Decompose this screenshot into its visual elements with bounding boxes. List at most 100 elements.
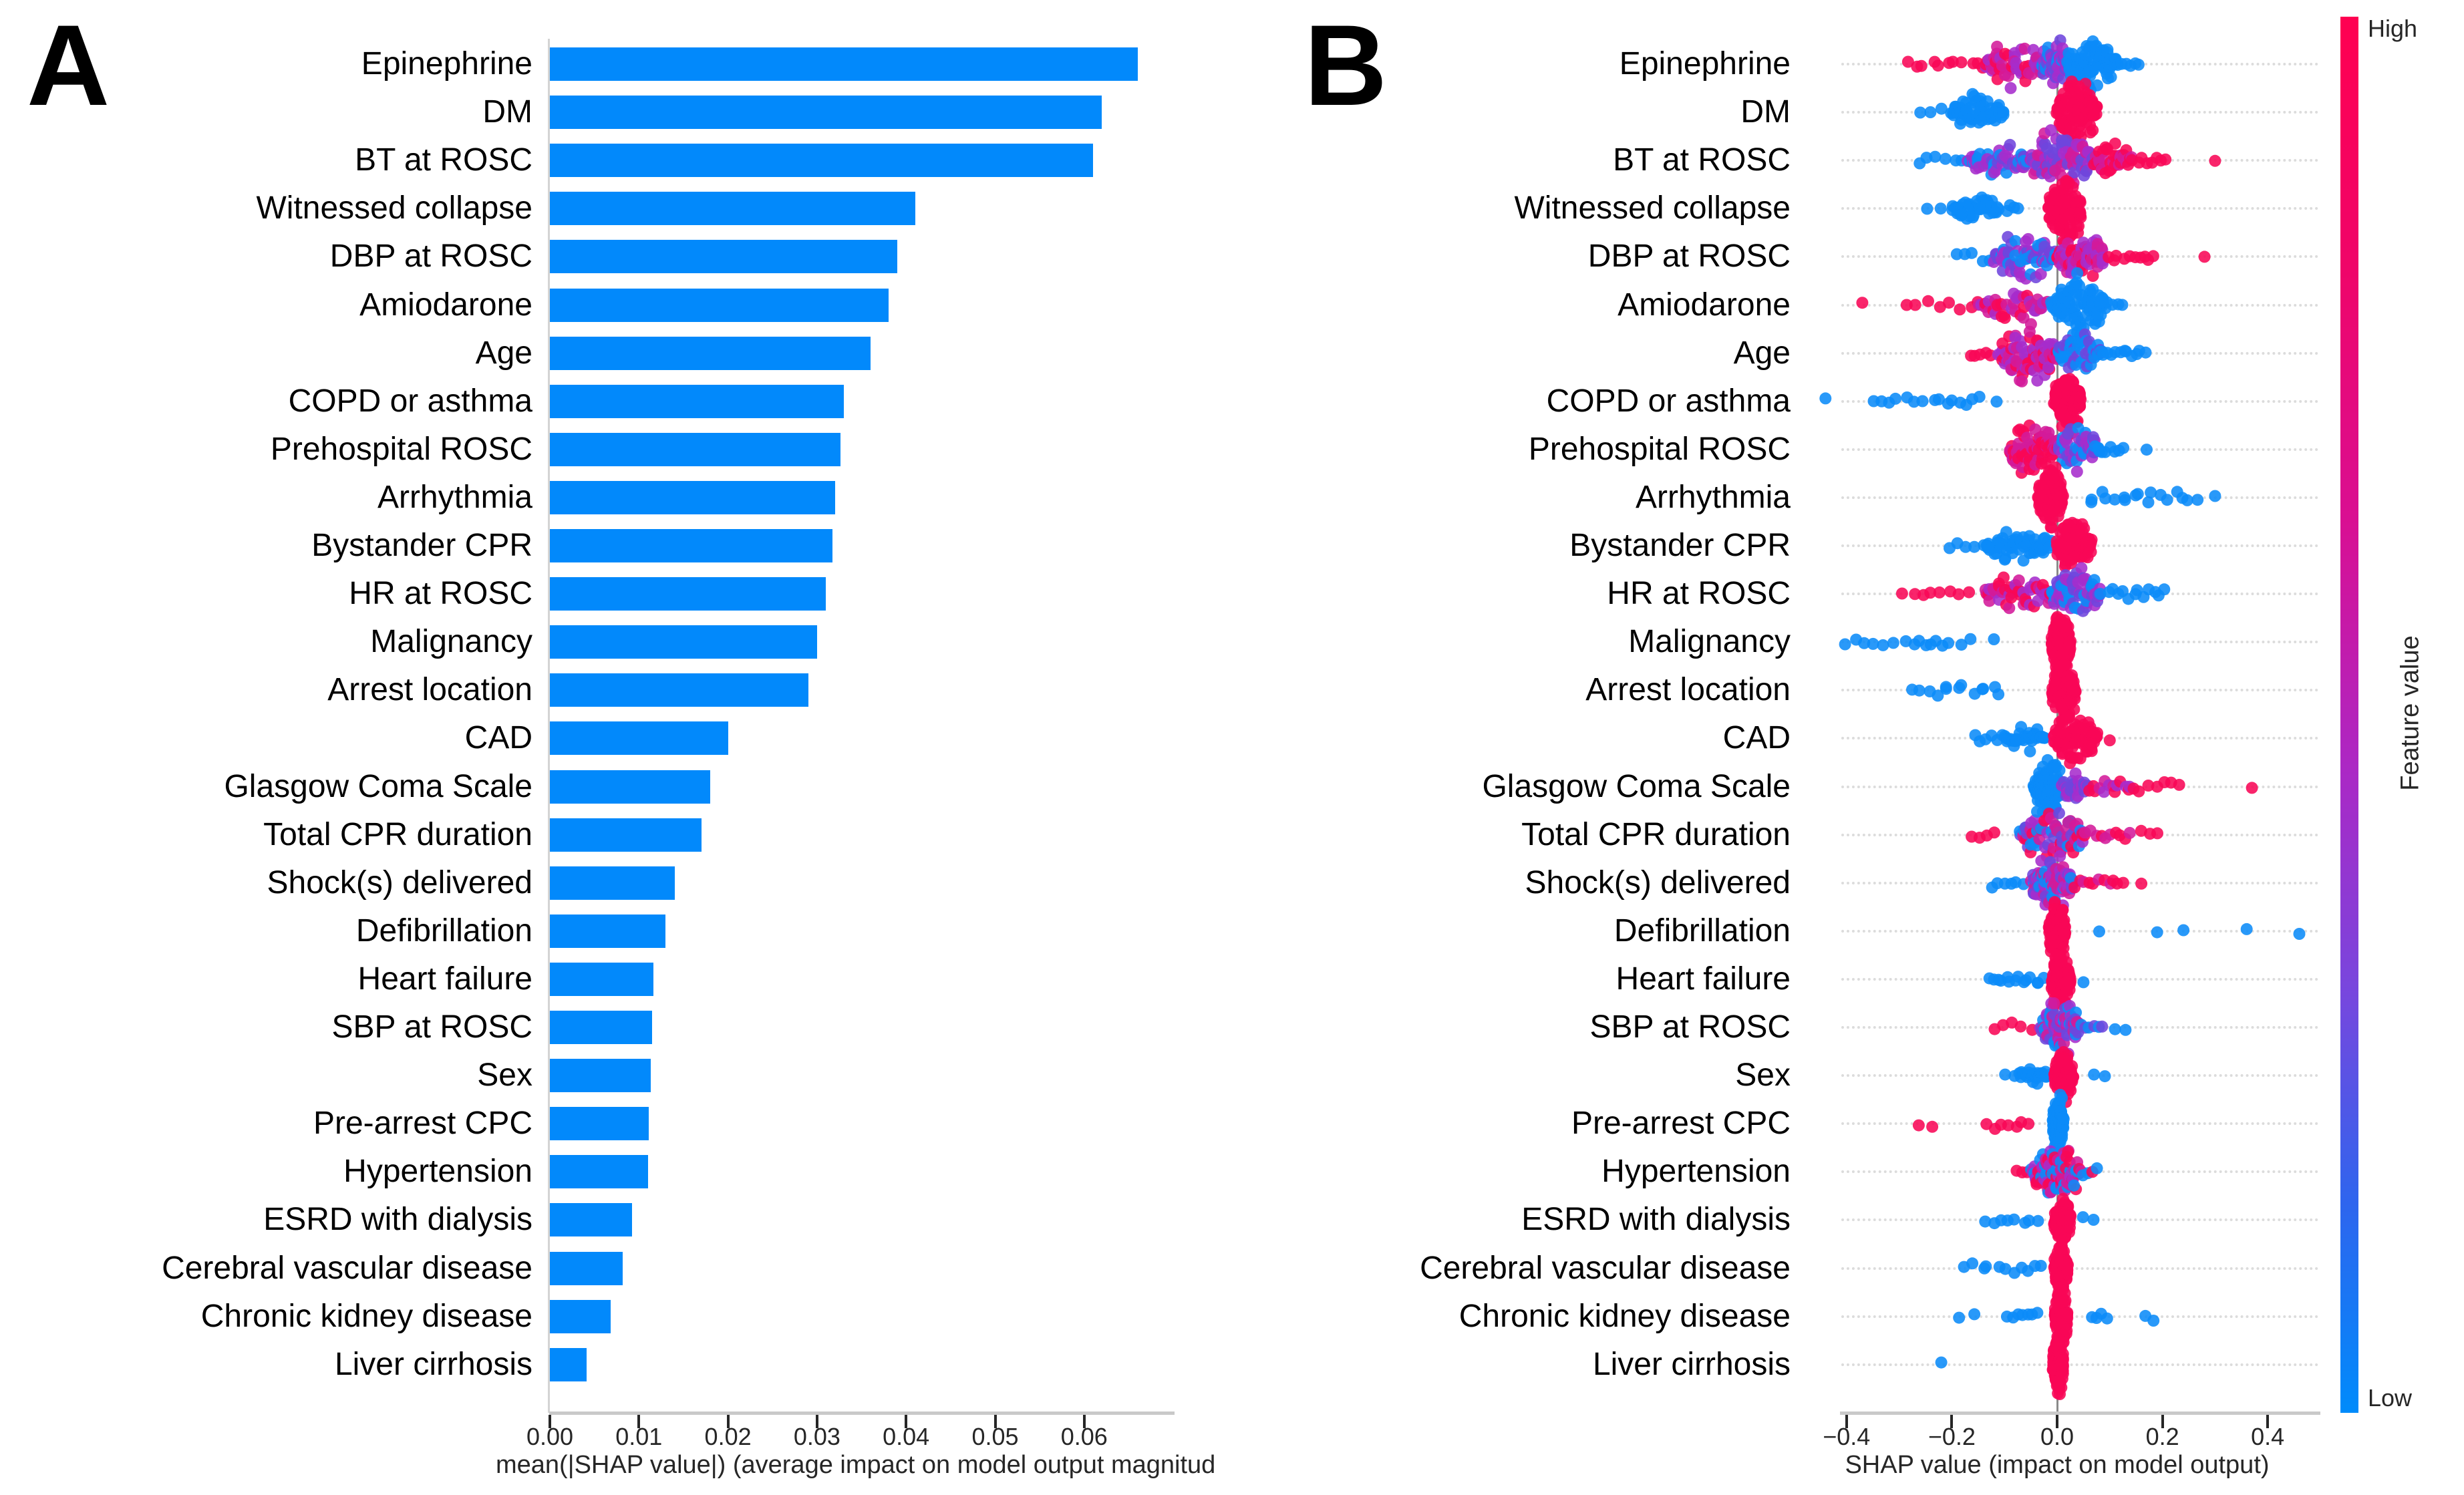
- panel-b-axis-title: SHAP value (impact on model output): [1845, 1451, 2270, 1479]
- a-feature-label: BT at ROSC: [355, 142, 532, 178]
- a-feature-label: DBP at ROSC: [329, 238, 532, 275]
- a-feature-label: Chronic kidney disease: [200, 1298, 532, 1334]
- b-tick-mark: [2056, 1415, 2058, 1428]
- a-feature-label: Cerebral vascular disease: [162, 1250, 532, 1286]
- shap-dot: [1996, 59, 2008, 71]
- a-tick-label: 0.02: [704, 1423, 752, 1450]
- shap-dot: [2147, 1315, 2160, 1327]
- shap-dot: [2087, 431, 2099, 444]
- shap-dot: [2109, 1023, 2121, 1035]
- b-row-gridline: [1841, 641, 2318, 644]
- b-tick-label: 0.4: [2251, 1423, 2285, 1450]
- shap-dot: [2060, 659, 2073, 672]
- shap-dot: [2093, 925, 2105, 938]
- shap-dot: [2004, 138, 2016, 151]
- shap-dot: [1921, 202, 1934, 215]
- shap-dot: [2151, 827, 2163, 840]
- bar: [550, 721, 728, 756]
- shap-dot: [2012, 202, 2024, 214]
- b-feature-label: CAD: [1722, 720, 1791, 756]
- a-tick-label: 0.00: [526, 1423, 574, 1450]
- b-row-gridline: [1841, 496, 2318, 499]
- bar: [550, 240, 897, 274]
- shap-dot: [2056, 1092, 2068, 1104]
- shap-dot: [2095, 242, 2108, 255]
- b-tick-label: 0.2: [2145, 1423, 2179, 1450]
- shap-dot: [1942, 637, 1955, 649]
- b-tick-label: −0.4: [1823, 1423, 1871, 1450]
- shap-dot: [1909, 299, 1921, 311]
- b-feature-label: Epinephrine: [1619, 46, 1791, 81]
- shap-dot: [1980, 1260, 1992, 1273]
- shap-dot: [1997, 571, 2010, 584]
- colorbar-axis-label: Feature value: [2396, 635, 2425, 791]
- shap-dot: [2068, 1179, 2081, 1192]
- b-tick-label: 0.0: [2040, 1423, 2074, 1450]
- shap-dot: [1954, 303, 1966, 316]
- shap-dot: [2068, 703, 2081, 715]
- shap-dot: [1988, 826, 2000, 839]
- b-row-gridline: [1841, 1363, 2318, 1366]
- shap-dot: [1839, 638, 1851, 651]
- a-tick-mark: [1082, 1415, 1086, 1428]
- bar: [550, 288, 889, 322]
- shap-dot: [2062, 1146, 2074, 1158]
- shap-dot: [1895, 587, 1908, 600]
- shap-dot: [2016, 375, 2028, 387]
- shap-dot: [2059, 1295, 2072, 1307]
- bar: [550, 192, 915, 226]
- shap-dot: [2099, 492, 2112, 505]
- a-tick-label: 0.03: [793, 1423, 840, 1450]
- shap-dot: [2091, 727, 2104, 739]
- shap-dot: [1933, 393, 1945, 405]
- a-feature-label: Prehospital ROSC: [270, 431, 532, 467]
- shap-dot: [2062, 621, 2074, 633]
- shap-dot: [2075, 562, 2088, 574]
- bar: [550, 47, 1138, 81]
- shap-dot: [1968, 540, 1981, 553]
- b-feature-label: BT at ROSC: [1613, 142, 1791, 178]
- a-tick-mark: [905, 1415, 908, 1428]
- b-feature-label: Prehospital ROSC: [1528, 431, 1791, 467]
- shap-dot: [2008, 1213, 2020, 1226]
- b-feature-label: Cerebral vascular disease: [1420, 1250, 1791, 1286]
- bar: [550, 1059, 651, 1093]
- shap-dot: [2056, 1359, 2069, 1372]
- shap-dot: [2073, 279, 2086, 292]
- shap-dot: [1992, 688, 2005, 701]
- shap-dot: [2191, 494, 2204, 506]
- shap-dot: [2031, 806, 2043, 818]
- shap-dot: [1990, 395, 2003, 408]
- shap-dot: [2131, 488, 2144, 500]
- shap-dot: [2074, 207, 2087, 220]
- b-feature-label: Liver cirrhosis: [1592, 1346, 1791, 1382]
- bar: [550, 1011, 652, 1044]
- shap-dot: [2209, 154, 2221, 167]
- b-feature-label: COPD or asthma: [1546, 383, 1791, 419]
- shap-dot: [1973, 391, 1986, 403]
- a-feature-label: Malignancy: [370, 624, 532, 660]
- shap-dot: [2053, 764, 2066, 777]
- b-feature-label: Arrhythmia: [1635, 479, 1791, 515]
- b-tick-mark: [1950, 1415, 1954, 1428]
- shap-dot: [2103, 734, 2116, 747]
- bar: [550, 1347, 587, 1381]
- shap-dot: [2132, 58, 2145, 71]
- shap-dot: [1819, 392, 1832, 405]
- panel-a-x-axis-line: [549, 1411, 1175, 1415]
- bar: [550, 1107, 649, 1141]
- shap-dot: [2053, 807, 2065, 820]
- shap-dot: [1977, 683, 1990, 695]
- shap-dot: [2064, 1084, 2077, 1097]
- shap-dot: [1901, 55, 1914, 68]
- a-feature-label: Shock(s) delivered: [267, 864, 533, 900]
- shap-dot: [1979, 1215, 1992, 1228]
- shap-dot: [1858, 637, 1871, 649]
- shap-dot: [2117, 442, 2130, 454]
- b-row-gridline: [1841, 1267, 2318, 1270]
- shap-dot: [1929, 150, 1942, 163]
- b-feature-label: Pre-arrest CPC: [1571, 1106, 1791, 1142]
- a-feature-label: DM: [482, 94, 532, 130]
- shap-dot: [1952, 588, 1965, 601]
- shap-dot: [2000, 526, 2012, 538]
